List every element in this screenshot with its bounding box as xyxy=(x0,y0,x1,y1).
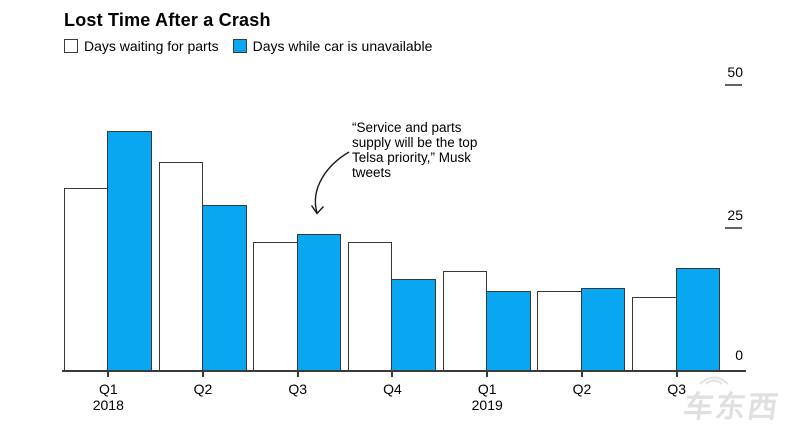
bar-unavailable-q3-2019 xyxy=(675,268,721,371)
bar-unavailable-q1-2019 xyxy=(486,290,531,371)
bar-unavailable-q2-2019 xyxy=(580,288,626,371)
x-label-q3-2019: Q3 xyxy=(667,381,687,397)
annotation-text: “Service and parts supply will be the to… xyxy=(352,120,478,180)
bar-unavailable-q4-2018 xyxy=(391,279,436,371)
x-tick-q2-2019 xyxy=(580,371,583,377)
bar-waiting-q2-2018 xyxy=(158,162,204,371)
x-tick-q1-2019 xyxy=(486,371,489,377)
bar-waiting-q2-2019 xyxy=(537,290,582,371)
bar-unavailable-q2-2018 xyxy=(202,205,247,371)
x-label-q2-2018: Q2 xyxy=(193,381,213,397)
year-label-2019: 2019 xyxy=(471,397,503,413)
year-label-2018: 2018 xyxy=(92,397,124,413)
x-tick-q3-2018 xyxy=(296,371,299,377)
legend-label: Days while car is unavailable xyxy=(252,38,433,54)
bar-waiting-q1-2019 xyxy=(442,270,488,371)
y-tick-50 xyxy=(725,84,742,86)
x-axis-line xyxy=(62,369,746,372)
legend: Days waiting for parts Days while car is … xyxy=(64,38,432,54)
y-axis-label-0: 0 xyxy=(735,347,743,363)
watermark: 车东西 xyxy=(678,368,800,430)
x-label-q2-2019: Q2 xyxy=(572,381,592,397)
x-label-q1-2019: Q1 xyxy=(477,381,497,397)
x-tick-q1-2018 xyxy=(107,371,110,377)
bar-waiting-q3-2019 xyxy=(632,296,677,371)
bar-unavailable-q1-2018 xyxy=(107,130,152,371)
legend-item-days-waiting-for-parts: Days waiting for parts xyxy=(64,38,219,54)
chart-title: Lost Time After a Crash xyxy=(64,10,271,30)
x-tick-q2-2018 xyxy=(202,371,205,377)
bar-unavailable-q3-2018 xyxy=(296,233,342,371)
curved-arrow-icon xyxy=(310,151,350,215)
x-tick-q3-2019 xyxy=(675,371,678,377)
x-tick-q4-2018 xyxy=(391,371,394,377)
y-axis-label-25: 25 xyxy=(727,207,743,223)
legend-label: Days waiting for parts xyxy=(84,38,219,54)
y-tick-25 xyxy=(725,227,742,229)
bar-waiting-q1-2018 xyxy=(63,187,109,371)
legend-item-days-while-car-is-unavailable: Days while car is unavailable xyxy=(232,38,433,54)
legend-swatch-blue-icon xyxy=(232,39,247,53)
x-label-q3-2018: Q3 xyxy=(288,381,308,397)
x-label-q4-2018: Q4 xyxy=(383,381,402,397)
legend-swatch-white-icon xyxy=(64,39,78,53)
bar-waiting-q4-2018 xyxy=(347,242,393,371)
y-axis-label-50: 50 xyxy=(727,64,743,80)
bar-waiting-q3-2018 xyxy=(253,242,298,371)
x-label-q1-2018: Q1 xyxy=(98,381,118,397)
